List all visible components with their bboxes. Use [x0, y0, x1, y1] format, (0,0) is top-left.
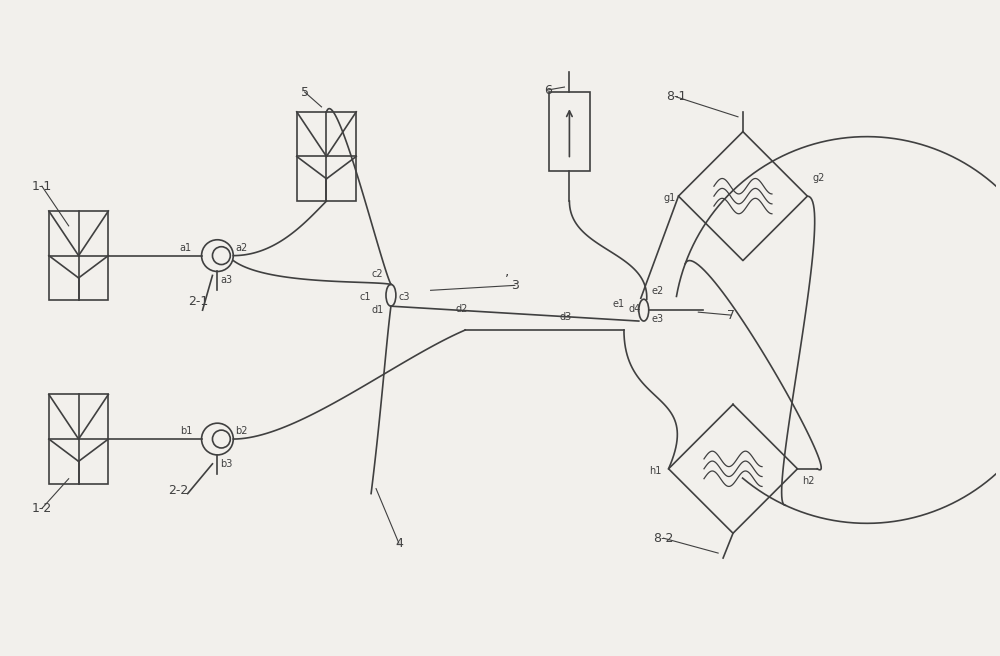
Text: 5: 5	[301, 85, 309, 98]
Text: d4: d4	[629, 304, 641, 314]
Text: d3: d3	[559, 312, 572, 322]
Text: c1: c1	[359, 292, 371, 302]
Text: g2: g2	[812, 173, 825, 183]
Bar	[549, 92, 590, 171]
Text: 3: 3	[511, 279, 519, 292]
Text: 6: 6	[544, 83, 552, 96]
Text: d1: d1	[371, 305, 383, 315]
Text: g1: g1	[664, 193, 676, 203]
Text: 2-1: 2-1	[188, 295, 208, 308]
Text: b1: b1	[180, 426, 192, 436]
Text: 1-2: 1-2	[32, 502, 52, 515]
Text: 8-1: 8-1	[666, 91, 687, 104]
Text: ,: ,	[505, 264, 509, 278]
Bar	[49, 211, 108, 300]
Text: e3: e3	[652, 314, 664, 324]
Text: a1: a1	[180, 243, 192, 253]
Text: c2: c2	[371, 270, 383, 279]
Text: h1: h1	[649, 466, 661, 476]
Text: a3: a3	[220, 276, 233, 285]
Text: h2: h2	[802, 476, 815, 485]
Text: c3: c3	[399, 292, 410, 302]
Text: b2: b2	[235, 426, 248, 436]
Text: 7: 7	[727, 308, 735, 321]
Text: 8-2: 8-2	[653, 532, 674, 544]
Text: e1: e1	[612, 299, 624, 309]
Bar	[49, 394, 108, 483]
Text: 4: 4	[395, 537, 403, 550]
Text: 1-1: 1-1	[32, 180, 52, 193]
Text: d2: d2	[455, 304, 468, 314]
Text: a2: a2	[235, 243, 248, 253]
Text: 2-2: 2-2	[168, 483, 188, 497]
Bar	[297, 112, 356, 201]
Text: b3: b3	[220, 459, 233, 469]
Text: e2: e2	[652, 286, 664, 297]
